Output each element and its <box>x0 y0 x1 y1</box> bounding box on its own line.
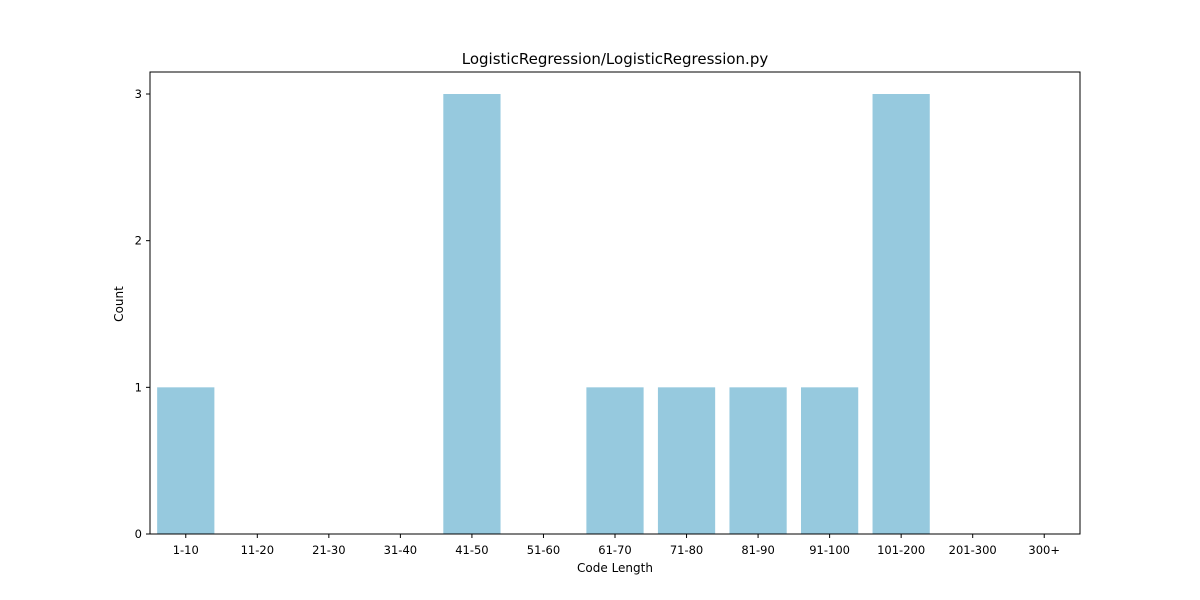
x-tick-label: 1-10 <box>173 543 199 557</box>
x-tick-label: 61-70 <box>598 543 631 557</box>
y-axis-ticks: 0 1 2 3 <box>135 87 150 541</box>
x-tick-label: 41-50 <box>455 543 488 557</box>
x-tick-label: 71-80 <box>670 543 703 557</box>
bar-81-90 <box>729 387 787 534</box>
bar-41-50 <box>443 94 501 534</box>
x-axis-ticks: 1-10 11-20 21-30 31-40 41-50 51-60 61-70 71-80 8… <box>173 534 1060 557</box>
chart-title: LogisticRegression/LogisticRegression.py <box>462 50 769 68</box>
x-tick-label: 300+ <box>1028 543 1060 557</box>
x-tick-label: 81-90 <box>741 543 774 557</box>
x-tick-label: 91-100 <box>809 543 850 557</box>
bars-group <box>157 94 930 534</box>
y-tick-label: 3 <box>135 87 142 101</box>
y-tick-label: 1 <box>135 380 142 394</box>
bar-91-100 <box>801 387 859 534</box>
x-tick-label: 11-20 <box>241 543 274 557</box>
x-tick-label: 201-300 <box>949 543 997 557</box>
bar-71-80 <box>657 387 716 534</box>
x-tick-label: 51-60 <box>527 543 560 557</box>
y-axis-label: Count <box>112 286 126 322</box>
x-tick-label: 21-30 <box>312 543 345 557</box>
x-tick-label: 101-200 <box>877 543 925 557</box>
x-tick-label: 31-40 <box>384 543 417 557</box>
y-tick-label: 0 <box>135 527 142 541</box>
bar-1-10 <box>157 387 215 534</box>
y-tick-label: 2 <box>135 234 142 248</box>
plot-frame <box>149 71 1081 535</box>
bar-61-70 <box>586 387 644 534</box>
x-axis-label: Code Length <box>577 561 653 575</box>
bar-101-200 <box>872 94 930 534</box>
